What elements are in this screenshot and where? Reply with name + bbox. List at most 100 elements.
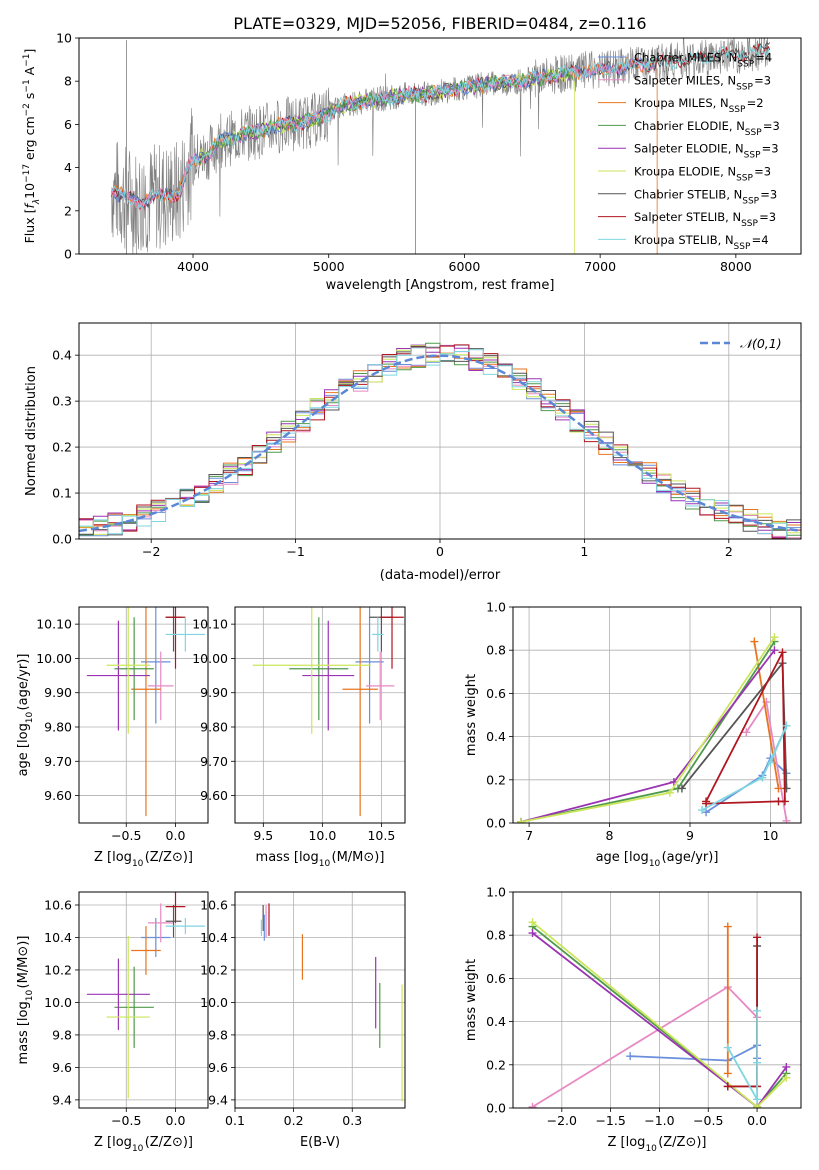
- weight-marker: [774, 784, 783, 793]
- axes-frame: [78, 37, 802, 255]
- y-tick-label: 9.70: [44, 754, 72, 769]
- weight-marker: [774, 797, 783, 806]
- panel-weights_vs_Z: −2.0 −1.5 −1.0 −0.5 0.0 0.0 0.2 0.4 0.6 0.8 1.0 Z […: [464, 885, 802, 1154]
- weight-line: [727, 1010, 758, 1103]
- y-tick-label: 0.0: [52, 532, 72, 547]
- y-tick-label: 9.80: [200, 720, 228, 735]
- y-tick-label: 4: [64, 160, 72, 175]
- x-tick-label: 7000: [584, 259, 616, 274]
- weight-marker: [698, 806, 707, 815]
- y-tick-label: 6: [64, 117, 72, 132]
- y-tick-label: 9.4: [208, 1092, 228, 1107]
- y-tick-label: 0: [64, 247, 72, 262]
- x-axis-label: (data-model)/error: [380, 568, 501, 583]
- y-tick-label: 0.6: [486, 971, 506, 986]
- x-tick-label: 5000: [313, 259, 345, 274]
- plot-area: [111, 38, 771, 254]
- axes-frame: [234, 891, 406, 1109]
- y-tick-label: 0.4: [486, 1014, 506, 1029]
- x-axis-label: Z [log10 (Z/Z⊙)]: [94, 1135, 193, 1154]
- weight-line: [705, 756, 788, 813]
- weight-marker: [770, 633, 779, 642]
- y-tick-label: 9.4: [52, 1092, 72, 1107]
- x-tick-label: 8000: [720, 259, 752, 274]
- y-tick-label: 9.6: [52, 1060, 72, 1075]
- y-tick-label: 9.80: [44, 720, 72, 735]
- legend-label: Salpeter MILES, NSSP =3: [634, 73, 771, 92]
- panel-residuals: −2 −1 0 1 2 0.0 0.1 0.2 0.3 0.4 (data-model)/error…: [24, 322, 802, 583]
- weight-marker: [528, 1102, 537, 1108]
- y-tick-label: 10.4: [44, 930, 72, 945]
- x-tick-label: −2: [142, 544, 160, 559]
- x-tick-label: 0.1: [225, 1113, 245, 1128]
- y-tick-label: 10.10: [36, 617, 72, 632]
- x-tick-label: 0.0: [166, 1113, 186, 1128]
- x-axis-label: wavelength [Angstrom, rest frame]: [326, 278, 555, 293]
- normal-reference-curve: [79, 354, 801, 533]
- y-axis-label: age [log10 (age/yr)]: [16, 654, 35, 777]
- x-tick-label: 7: [525, 828, 533, 843]
- spectrum-legend: Chabrier MILES, NSSP =4 Salpeter MILES, N…: [598, 51, 780, 252]
- weight-marker: [770, 646, 779, 655]
- weight-marker: [723, 1082, 732, 1091]
- axes-frame: [78, 322, 802, 540]
- y-tick-label: 0.2: [52, 440, 72, 455]
- y-tick-label: 10.00: [36, 651, 72, 666]
- y-tick-label: 0.6: [486, 686, 506, 701]
- legend-label: 𝒩(0,1): [740, 336, 782, 351]
- weight-marker: [723, 922, 732, 931]
- y-tick-label: 9.60: [44, 788, 72, 803]
- weight-marker: [753, 1006, 762, 1015]
- y-tick-label: 10.2: [44, 962, 72, 977]
- axes-frame: [78, 606, 209, 824]
- y-tick-label: 9.60: [200, 788, 228, 803]
- y-tick-label: 0.2: [486, 772, 506, 787]
- plot-area: [252, 607, 404, 817]
- x-tick-label: 0: [436, 544, 444, 559]
- x-tick-label: 0.2: [284, 1113, 304, 1128]
- x-tick-label: −2.0: [547, 1113, 577, 1128]
- x-tick-label: −0.5: [111, 1113, 141, 1128]
- plot-area: [86, 607, 206, 817]
- x-tick-label: −0.5: [693, 1113, 723, 1128]
- y-tick-label: 8: [64, 74, 72, 89]
- weight-marker: [753, 1058, 762, 1067]
- weight-marker: [665, 788, 674, 797]
- y-tick-label: 10.10: [192, 617, 228, 632]
- y-axis-label: mass weight: [464, 674, 479, 756]
- legend-label: Chabrier MILES, NSSP =4: [634, 51, 772, 70]
- legend-label: Salpeter ELODIE, NSSP =3: [634, 142, 779, 161]
- x-tick-label: 8: [606, 828, 614, 843]
- weight-marker: [782, 816, 791, 823]
- weight-marker: [723, 1069, 732, 1078]
- plot-area: [517, 633, 791, 823]
- y-tick-label: 10.00: [192, 651, 228, 666]
- y-tick-label: 9.6: [208, 1060, 228, 1075]
- weight-marker: [742, 728, 751, 737]
- figure-title: PLATE=0329, MJD=52056, FIBERID=0484, z=0…: [233, 14, 646, 33]
- weight-marker: [782, 1062, 791, 1071]
- weight-marker: [677, 784, 686, 793]
- y-tick-label: 9.90: [44, 685, 72, 700]
- weight-marker: [517, 817, 526, 823]
- residual-histogram: [79, 347, 801, 539]
- y-tick-label: 1.0: [486, 600, 506, 615]
- weight-marker: [782, 784, 791, 793]
- y-tick-label: 10.0: [44, 995, 72, 1010]
- plot-area: [260, 903, 403, 1102]
- weight-marker: [782, 721, 791, 730]
- weight-marker: [702, 808, 711, 817]
- weight-marker: [778, 648, 787, 657]
- panel-age_vs_mass: 9.5 10.0 10.5 9.60 9.70 9.80 9.90 10.00 10.10 mas…: [192, 606, 406, 869]
- panel-mass_vs_ebv: 0.1 0.2 0.3 9.4 9.6 9.8 10.0 10.2 10.4 10.6 E(B-V): [200, 891, 406, 1150]
- x-axis-label: E(B-V): [300, 1135, 340, 1150]
- weight-marker: [753, 1102, 762, 1108]
- x-tick-label: −1: [286, 544, 304, 559]
- y-tick-label: 10.2: [200, 962, 228, 977]
- y-tick-label: 9.8: [208, 1027, 228, 1042]
- x-tick-label: 0.0: [747, 1113, 767, 1128]
- x-axis-label: age [log10 (age/yr)]: [596, 850, 719, 869]
- x-tick-label: 4000: [177, 259, 209, 274]
- weight-marker: [528, 929, 537, 938]
